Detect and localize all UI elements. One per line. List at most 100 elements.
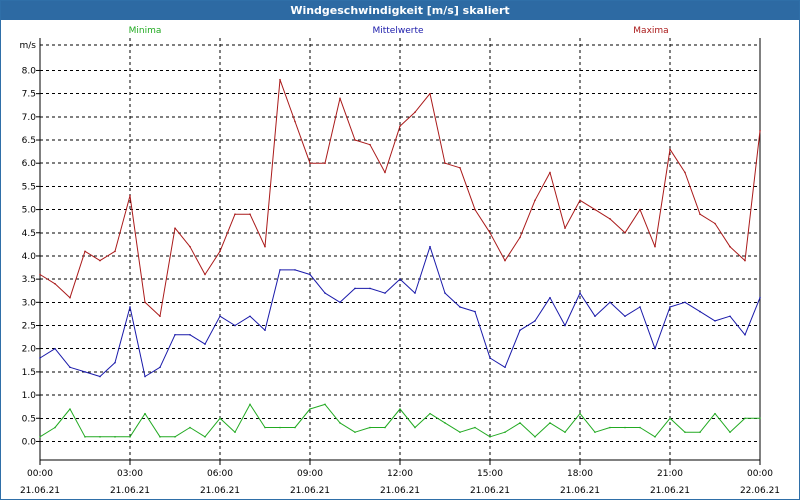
point-minima-41 <box>654 436 656 438</box>
point-maxima-34 <box>549 171 551 174</box>
point-maxima-35 <box>564 227 566 229</box>
point-mittelwerte-45 <box>714 320 716 322</box>
point-mittelwerte-29 <box>474 310 476 313</box>
y-tick-label-14: 7.0 <box>22 113 37 123</box>
point-mittelwerte-26 <box>429 245 431 248</box>
point-minima-46 <box>729 431 731 433</box>
point-minima-33 <box>534 436 536 438</box>
point-mittelwerte-17 <box>294 269 296 271</box>
point-maxima-39 <box>624 231 626 234</box>
point-maxima-46 <box>729 245 731 248</box>
point-maxima-16 <box>279 78 281 81</box>
x-tick-time-2: 06:00 <box>207 469 233 479</box>
point-maxima-14 <box>249 213 251 216</box>
point-maxima-48 <box>759 129 761 132</box>
point-maxima-11 <box>204 273 206 276</box>
point-mittelwerte-19 <box>324 292 326 294</box>
point-mittelwerte-44 <box>699 310 701 313</box>
point-mittelwerte-8 <box>159 366 161 369</box>
point-minima-31 <box>504 431 506 433</box>
point-maxima-1 <box>54 282 56 285</box>
legend-minima: Minima <box>129 26 162 36</box>
point-minima-30 <box>489 436 491 438</box>
point-mittelwerte-10 <box>189 333 191 336</box>
y-axis-label: m/s <box>20 41 37 51</box>
point-mittelwerte-32 <box>519 329 521 331</box>
x-tick-date-0: 21.06.21 <box>20 486 60 496</box>
point-maxima-26 <box>429 92 431 95</box>
x-tick-time-4: 12:00 <box>387 469 413 479</box>
point-mittelwerte-18 <box>309 273 311 276</box>
point-minima-5 <box>114 436 116 438</box>
x-tick-date-5: 21.06.21 <box>470 486 510 496</box>
x-tick-time-0: 00:00 <box>27 469 53 479</box>
point-maxima-28 <box>459 167 461 169</box>
legend-maxima: Maxima <box>633 26 668 36</box>
point-maxima-0 <box>39 273 41 276</box>
point-maxima-3 <box>84 250 86 253</box>
point-maxima-43 <box>684 171 686 174</box>
point-mittelwerte-5 <box>114 361 116 364</box>
point-minima-1 <box>54 426 56 429</box>
point-maxima-8 <box>159 315 161 318</box>
point-maxima-13 <box>234 213 236 216</box>
point-mittelwerte-12 <box>219 315 221 318</box>
point-mittelwerte-0 <box>39 357 41 359</box>
point-maxima-38 <box>609 218 611 220</box>
y-tick-label-16: 8.0 <box>22 66 37 76</box>
x-tick-date-7: 21.06.21 <box>650 486 690 496</box>
series-group <box>39 78 761 438</box>
point-maxima-37 <box>594 208 596 211</box>
point-minima-24 <box>399 408 401 410</box>
y-tick-label-9: 4.5 <box>22 229 36 239</box>
y-tick-label-1: 0.5 <box>22 414 36 424</box>
point-minima-36 <box>579 412 581 415</box>
point-minima-35 <box>564 431 566 433</box>
point-minima-9 <box>174 436 176 438</box>
point-mittelwerte-20 <box>339 301 341 304</box>
point-minima-10 <box>189 426 191 429</box>
point-mittelwerte-28 <box>459 306 461 308</box>
point-maxima-9 <box>174 227 176 229</box>
point-minima-7 <box>144 412 146 415</box>
y-tick-label-11: 5.5 <box>22 182 36 192</box>
point-mittelwerte-15 <box>264 329 266 331</box>
point-minima-39 <box>624 426 626 429</box>
point-minima-16 <box>279 426 281 429</box>
point-maxima-41 <box>654 245 656 248</box>
point-mittelwerte-38 <box>609 301 611 304</box>
point-minima-44 <box>699 431 701 433</box>
legend: Minima Mittelwerte Maxima <box>129 26 669 36</box>
point-maxima-47 <box>744 259 746 262</box>
point-minima-47 <box>744 417 746 420</box>
point-minima-23 <box>384 426 386 429</box>
point-maxima-7 <box>144 301 146 304</box>
y-tick-label-0: 0.0 <box>22 437 37 447</box>
point-minima-12 <box>219 417 221 420</box>
point-maxima-40 <box>639 208 641 211</box>
point-minima-48 <box>759 417 761 420</box>
point-mittelwerte-36 <box>579 292 581 294</box>
point-mittelwerte-48 <box>759 296 761 299</box>
y-tick-label-12: 6.0 <box>22 159 37 169</box>
point-maxima-15 <box>264 245 266 248</box>
x-tick-date-6: 21.06.21 <box>560 486 600 496</box>
point-mittelwerte-34 <box>549 296 551 299</box>
point-minima-25 <box>414 426 416 429</box>
point-mittelwerte-16 <box>279 269 281 271</box>
point-mittelwerte-21 <box>354 287 356 290</box>
point-minima-45 <box>714 412 716 415</box>
point-mittelwerte-7 <box>144 375 146 378</box>
point-minima-15 <box>264 426 266 429</box>
point-minima-40 <box>639 426 641 429</box>
point-maxima-27 <box>444 162 446 165</box>
point-maxima-45 <box>714 222 716 225</box>
point-maxima-33 <box>534 199 536 202</box>
legend-mittelwerte: Mittelwerte <box>372 26 423 36</box>
point-mittelwerte-13 <box>234 324 236 327</box>
y-tick-label-2: 1.0 <box>22 391 37 401</box>
x-tick-date-2: 21.06.21 <box>200 486 240 496</box>
point-minima-18 <box>309 408 311 410</box>
point-maxima-24 <box>399 125 401 127</box>
